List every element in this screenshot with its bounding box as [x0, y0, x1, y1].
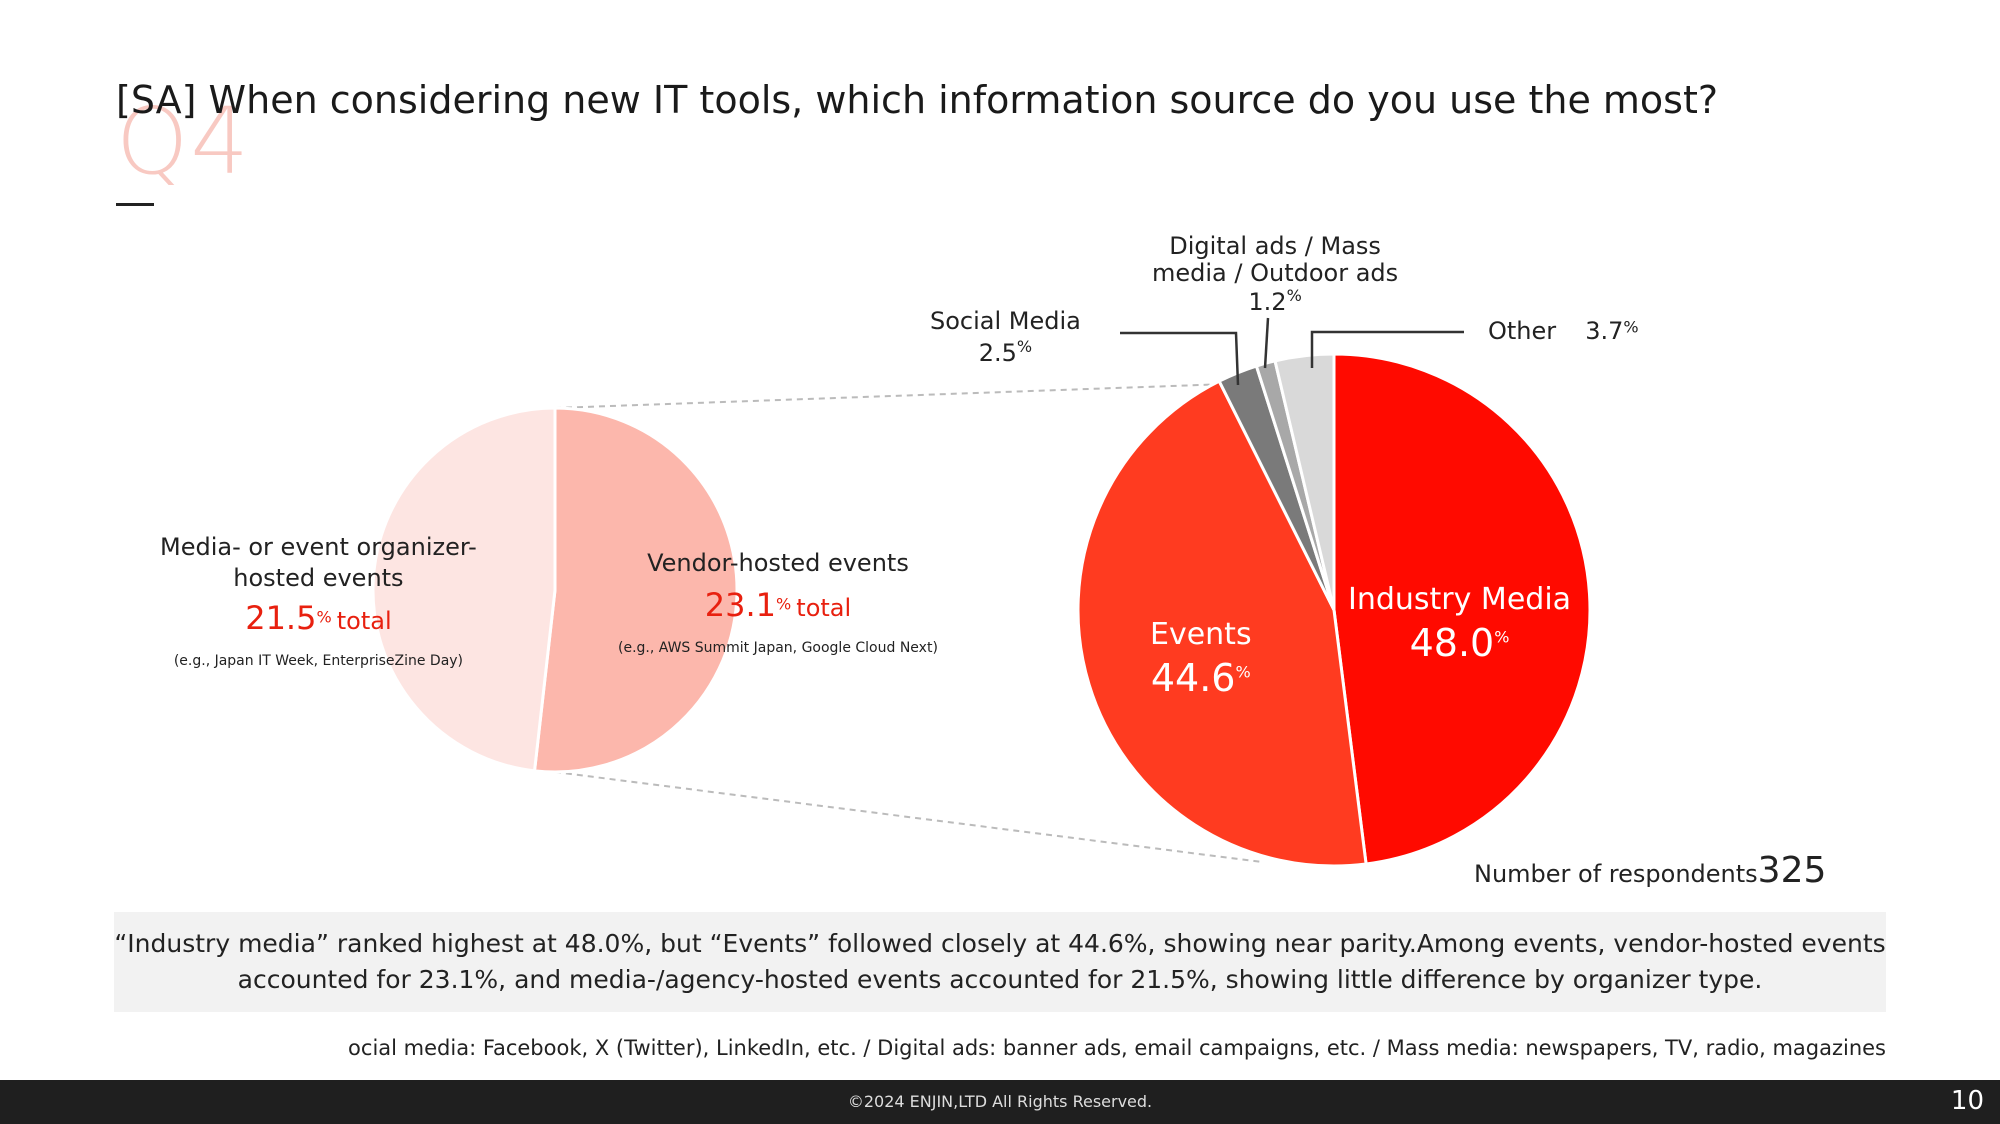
other-value: 3.7	[1585, 317, 1624, 345]
big-pie-slice-4	[1273, 352, 1336, 611]
media-name-2: hosted events	[233, 564, 404, 593]
page-number: 10	[1950, 1086, 1984, 1116]
digital-name-1: Digital ads / Mass	[1169, 232, 1381, 260]
slice-label-media-organizer: Media- or event organizer- hosted events…	[160, 532, 477, 670]
events-unit: %	[1235, 662, 1251, 682]
connector-lines	[554, 383, 1263, 863]
media-unit: %	[316, 608, 332, 628]
slice-label-other: Other 3.7%	[1488, 316, 1639, 347]
footer-bar: ©2024 ENJIN,LTD All Rights Reserved. 10	[0, 1080, 2000, 1124]
summary-line-1: “Industry media” ranked highest at 48.0%…	[114, 929, 1886, 958]
media-name-1: Media- or event organizer-	[160, 533, 477, 561]
small-pie	[371, 406, 739, 774]
digital-unit: %	[1286, 285, 1302, 305]
respondents-value: 325	[1757, 850, 1827, 891]
vendor-name: Vendor-hosted events	[647, 549, 909, 577]
footnote: ocial media: Facebook, X (Twitter), Link…	[348, 1036, 1886, 1060]
industry-name: Industry Media	[1348, 582, 1572, 617]
big-pie-slice-1	[1076, 379, 1368, 868]
events-name: Events	[1150, 617, 1252, 652]
vendor-examples: (e.g., AWS Summit Japan, Google Cloud Ne…	[618, 639, 938, 656]
page-title: [SA] When considering new IT tools, whic…	[116, 78, 1719, 122]
social-unit: %	[1016, 337, 1033, 357]
media-value: 21.5	[245, 599, 317, 638]
question-number: Q4	[116, 88, 251, 195]
summary-line-2: accounted for 23.1%, and media-/agency-h…	[237, 965, 1763, 994]
small-pie-slice-1	[371, 406, 557, 773]
industry-value: 48.0	[1409, 621, 1495, 665]
slice-label-industry: Industry Media 48.0%	[1348, 580, 1571, 668]
vendor-value: 23.1	[704, 586, 776, 625]
title-underline	[116, 203, 154, 206]
vendor-total: total	[796, 594, 852, 623]
digital-value: 1.2	[1248, 287, 1287, 316]
media-total: total	[336, 607, 392, 636]
small-pie-slice-0	[532, 406, 739, 774]
media-examples: (e.g., Japan IT Week, EnterpriseZine Day…	[173, 652, 464, 669]
respondents-count: Number of respondents325	[1474, 850, 1826, 891]
other-name: Other	[1488, 317, 1557, 345]
big-pie	[1076, 352, 1592, 868]
connector-top	[554, 383, 1229, 409]
slice-label-digital: Digital ads / Mass media / Outdoor ads 1…	[1152, 233, 1398, 316]
respondents-label: Number of respondents	[1474, 860, 1758, 888]
big-pie-slice-0	[1332, 352, 1592, 866]
digital-name-2: media / Outdoor ads	[1152, 258, 1399, 287]
copyright: ©2024 ENJIN,LTD All Rights Reserved.	[847, 1092, 1153, 1111]
social-value: 2.5	[978, 339, 1017, 368]
leader-social	[1120, 331, 1240, 386]
slice-label-vendor: Vendor-hosted events 23.1% total (e.g., …	[618, 548, 938, 657]
slice-label-events: Events 44.6%	[1150, 615, 1252, 703]
events-value: 44.6	[1150, 656, 1236, 700]
slice-label-social: Social Media 2.5%	[930, 306, 1081, 369]
leader-other	[1310, 330, 1464, 368]
social-name: Social Media	[930, 307, 1081, 335]
connector-bottom	[554, 771, 1263, 863]
summary-note: “Industry media” ranked highest at 48.0%…	[114, 912, 1886, 1012]
industry-unit: %	[1494, 627, 1510, 647]
leader-lines	[1120, 317, 1464, 386]
other-unit: %	[1623, 317, 1639, 337]
vendor-unit: %	[775, 594, 792, 614]
leader-digital	[1263, 317, 1270, 369]
